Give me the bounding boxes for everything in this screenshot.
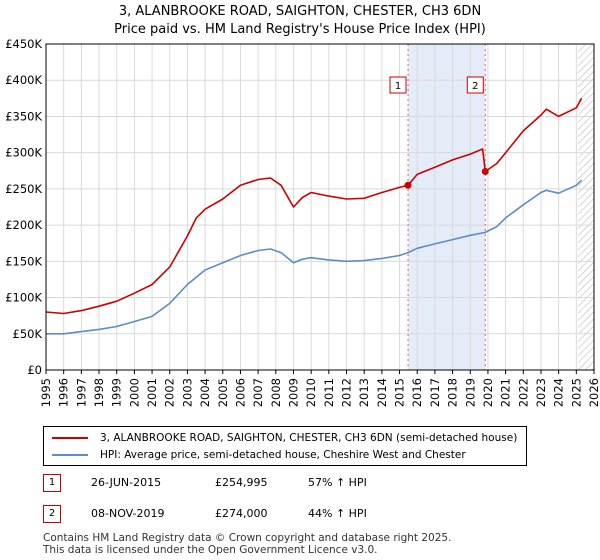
footer-licence: This data is licensed under the Open Gov… [43, 544, 378, 556]
x-tick-label: 2000 [127, 378, 141, 407]
x-tick-label: 2010 [304, 378, 318, 407]
price-chart: £0 £50K £100K £150K £200K £250K £300K £350K £400… [5, 37, 600, 407]
x-tick-label: 2012 [340, 378, 354, 407]
sale-hpi-2: 44% ↑ HPI [308, 507, 367, 520]
x-tick-label: 2014 [375, 378, 389, 407]
y-tick-label: £350K [5, 109, 42, 123]
x-tick-label: 2017 [428, 378, 442, 407]
x-tick-label: 1996 [57, 378, 71, 407]
y-tick-label: £450K [5, 37, 42, 51]
x-tick-label: 2021 [499, 378, 513, 407]
x-tick-label: 2002 [163, 378, 177, 407]
legend-item-hpi: HPI: Average price, semi-detached house,… [52, 447, 466, 463]
x-tick-label: 1997 [74, 378, 88, 407]
legend-swatch-hpi [52, 454, 88, 456]
y-tick-label: £400K [5, 73, 42, 87]
x-tick-label: 1998 [92, 378, 106, 407]
future-hatch [578, 44, 594, 370]
x-tick-label: 2001 [145, 378, 159, 407]
x-tick-label: 2023 [534, 378, 548, 407]
property-series-line [46, 97, 583, 315]
x-tick-label: 2003 [180, 378, 194, 407]
y-tick-label: £50K [13, 327, 43, 341]
chart-legend: 3, ALANBROOKE ROAD, SAIGHTON, CHESTER, C… [43, 426, 527, 466]
x-tick-label: 1999 [110, 378, 124, 407]
sale-label-number: 2 [472, 81, 478, 92]
legend-label-hpi: HPI: Average price, semi-detached house,… [100, 449, 466, 461]
sale-period-shade [408, 44, 486, 370]
plot-frame [45, 43, 595, 371]
sale-badge-1: 1 [43, 474, 61, 492]
sale-point [481, 168, 489, 176]
x-tick-label: 2015 [393, 378, 407, 407]
sale-label-number: 1 [395, 81, 401, 92]
chart-title: 3, ALANBROOKE ROAD, SAIGHTON, CHESTER, C… [118, 4, 482, 19]
legend-item-property: 3, ALANBROOKE ROAD, SAIGHTON, CHESTER, C… [52, 430, 517, 446]
x-tick-label: 2016 [410, 378, 424, 407]
sale-point [404, 181, 412, 189]
x-tick-label: 2013 [357, 378, 371, 407]
y-tick-label: £100K [5, 291, 42, 305]
x-tick-label: 2024 [552, 378, 566, 407]
y-tick-label: £250K [5, 182, 42, 196]
y-tick-label: £150K [5, 254, 42, 268]
sale-badge-2: 2 [43, 505, 61, 523]
chart-subtitle: Price paid vs. HM Land Registry's House … [114, 22, 486, 37]
x-tick-label: 2025 [569, 378, 583, 407]
footer-copyright: Contains HM Land Registry data © Crown c… [43, 532, 452, 544]
sale-hpi-1: 57% ↑ HPI [308, 476, 367, 489]
y-tick-label: £0 [27, 363, 42, 377]
legend-swatch-property [52, 437, 88, 439]
sale-label-box [389, 76, 407, 94]
x-tick-label: 2026 [587, 378, 600, 407]
x-tick-label: 2022 [516, 378, 530, 407]
series-group [46, 97, 583, 335]
sale-label-box [466, 76, 484, 94]
sale-date-2: 08-NOV-2019 [91, 507, 165, 520]
sale-price-1: £254,995 [215, 476, 268, 489]
x-tick-label: 2011 [322, 378, 336, 407]
y-tick-label: £300K [5, 146, 42, 160]
y-tick-label: £200K [5, 218, 42, 232]
sale-date-1: 26-JUN-2015 [91, 476, 162, 489]
legend-label-property: 3, ALANBROOKE ROAD, SAIGHTON, CHESTER, C… [100, 432, 518, 444]
plot-background [46, 44, 594, 370]
x-tick-label: 2007 [251, 378, 265, 407]
x-tick-label: 2020 [481, 378, 495, 407]
hpi-series-line [46, 179, 583, 335]
x-tick-label: 2008 [269, 378, 283, 407]
x-tick-label: 2004 [198, 378, 212, 407]
sale-price-2: £274,000 [215, 507, 268, 520]
x-tick-label: 2009 [286, 378, 300, 407]
x-tick-label: 2019 [463, 378, 477, 407]
x-tick-label: 2018 [446, 378, 460, 407]
x-tick-label: 2006 [233, 378, 247, 407]
x-tick-label: 2005 [216, 378, 230, 407]
x-tick-label: 1995 [39, 378, 53, 407]
